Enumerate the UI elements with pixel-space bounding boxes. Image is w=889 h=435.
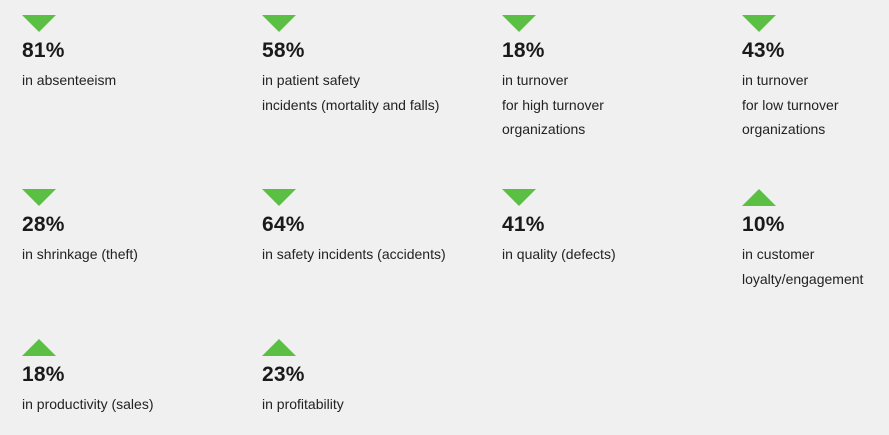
stat-value: 18%: [22, 363, 65, 386]
triangle-down-icon: [262, 15, 296, 32]
stat-description-line: in turnover: [742, 72, 809, 88]
stat-description: in profitability: [262, 392, 482, 417]
stat-description-line: loyalty/engagement: [742, 270, 864, 287]
stat-card: 18% in productivity (sales): [22, 339, 242, 417]
stat-description: in absenteeism: [22, 68, 242, 93]
stat-description-line: in productivity (sales): [22, 396, 154, 412]
stat-card: 64% in safety incidents (accidents): [262, 189, 482, 267]
triangle-down-icon: [742, 15, 776, 32]
stat-description-line: in quality (defects): [502, 246, 616, 262]
stat-card: 18% in turnover for high turnover organi…: [502, 15, 722, 142]
stat-description: in quality (defects): [502, 242, 722, 267]
triangle-down-icon: [22, 15, 56, 32]
triangle-down-icon: [262, 189, 296, 206]
stat-description: in turnover for high turnover organizati…: [502, 68, 722, 142]
stat-description-line: in shrinkage (theft): [22, 246, 138, 262]
stat-card: 10% in customer loyalty/engagement: [742, 189, 889, 291]
stat-card: 28% in shrinkage (theft): [22, 189, 242, 267]
triangle-up-icon: [22, 339, 56, 356]
stat-description: in turnover for low turnover organizatio…: [742, 68, 889, 142]
stat-value: 10%: [742, 213, 785, 236]
stat-description-line: in customer: [742, 246, 815, 262]
stat-description-line: for low turnover: [742, 96, 839, 113]
stat-value: 28%: [22, 213, 65, 236]
stat-description-line: in turnover: [502, 72, 569, 88]
triangle-down-icon: [22, 189, 56, 206]
stat-value: 81%: [22, 39, 65, 62]
stat-card: 41% in quality (defects): [502, 189, 722, 267]
stat-value: 23%: [262, 363, 305, 386]
stat-card: 23% in profitability: [262, 339, 482, 417]
stat-description-line: in absenteeism: [22, 72, 117, 88]
stat-description-line: organizations: [742, 121, 826, 137]
triangle-up-icon: [742, 189, 776, 206]
stat-description-line: incidents (mortality and falls): [262, 96, 440, 113]
stat-description: in shrinkage (theft): [22, 242, 242, 267]
stat-description: in customer loyalty/engagement: [742, 242, 889, 291]
stat-value: 18%: [502, 39, 545, 62]
stat-value: 41%: [502, 213, 545, 236]
stat-description: in productivity (sales): [22, 392, 242, 417]
stat-card: 43% in turnover for low turnover organiz…: [742, 15, 889, 142]
stat-description: in patient safety incidents (mortality a…: [262, 68, 482, 117]
stat-description-line: in patient safety: [262, 72, 361, 88]
stat-description-line: for high turnover: [502, 96, 604, 113]
stat-description-line: in safety incidents (accidents): [262, 246, 446, 262]
triangle-up-icon: [262, 339, 296, 356]
stat-card: 58% in patient safety incidents (mortali…: [262, 15, 482, 117]
stat-description: in safety incidents (accidents): [262, 242, 482, 267]
stat-card: 81% in absenteeism: [22, 15, 242, 93]
stat-description-line: organizations: [502, 121, 586, 137]
stat-value: 58%: [262, 39, 305, 62]
triangle-down-icon: [502, 189, 536, 206]
triangle-down-icon: [502, 15, 536, 32]
stat-value: 64%: [262, 213, 305, 236]
stat-description-line: in profitability: [262, 396, 344, 412]
stat-value: 43%: [742, 39, 785, 62]
